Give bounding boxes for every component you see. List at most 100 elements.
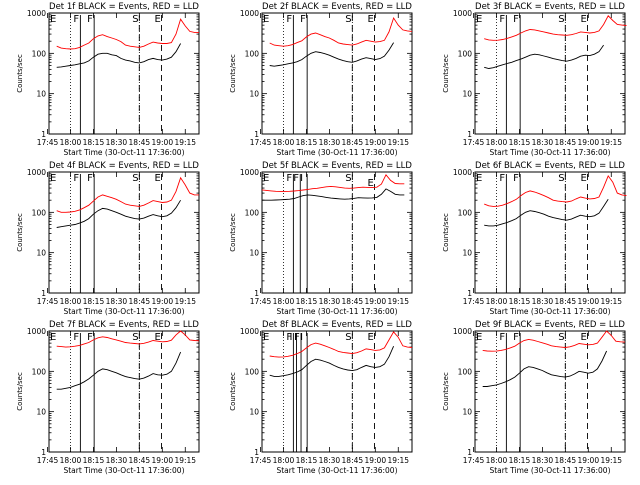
x-tick-label: 18:15 xyxy=(509,297,531,306)
marker-label-e: E xyxy=(581,14,587,25)
y-axis-label: Counts/sec xyxy=(16,54,24,93)
panel-title: Det 8f BLACK = Events, RED = LLD xyxy=(262,320,412,330)
marker-label-s: S xyxy=(132,14,138,25)
y-axis-label: Counts/sec xyxy=(229,372,237,411)
marker-label-f: F xyxy=(293,173,299,184)
marker-label-e: E xyxy=(476,14,482,25)
x-tick-label: 18:15 xyxy=(296,456,318,465)
x-tick-label: 19:00 xyxy=(151,456,173,465)
marker-label-e: E xyxy=(263,14,269,25)
x-tick-label: 18:00 xyxy=(60,297,82,306)
series-line-lld xyxy=(56,18,199,50)
x-tick-label: 19:00 xyxy=(577,456,599,465)
x-axis-label: Start Time (30-Oct-11 17:36:00) xyxy=(276,148,397,157)
marker-label-f: F xyxy=(300,14,306,25)
panel-det-1f: Det 1f BLACK = Events, RED = LLD 1 10 100 10… xyxy=(16,2,200,157)
x-axis-label: Start Time (30-Oct-11 17:36:00) xyxy=(63,307,184,316)
x-tick-label: 18:30 xyxy=(106,456,128,465)
series-line-lld xyxy=(269,16,413,47)
y-tick-label: 1 xyxy=(467,130,472,139)
x-axis-label: Start Time (30-Oct-11 17:36:00) xyxy=(276,307,397,316)
plot-frame xyxy=(261,12,413,135)
marker-label-s: S xyxy=(558,14,564,25)
marker-label-e: E xyxy=(155,14,161,25)
y-tick-label: 1000 xyxy=(27,327,46,336)
x-tick-label: 18:00 xyxy=(60,138,82,147)
y-tick-label: 100 xyxy=(245,208,260,217)
y-tick-label: 10 xyxy=(249,90,259,99)
x-tick-label: 17:45 xyxy=(250,297,272,306)
series-line-lld xyxy=(56,176,199,213)
marker-label-s: S xyxy=(558,332,564,343)
marker-label-e: E xyxy=(368,332,374,343)
y-axis-label: Counts/sec xyxy=(442,213,450,252)
series-line-lld xyxy=(484,15,627,41)
panel-det-8f: Det 8f BLACK = Events, RED = LLD 1 10 100 10… xyxy=(229,320,413,475)
plot-frame xyxy=(261,330,413,453)
y-axis-label: Counts/sec xyxy=(16,213,24,252)
marker-label-f: F xyxy=(294,332,300,343)
marker-label-e: E xyxy=(155,332,161,343)
marker-label-s: S xyxy=(345,14,351,25)
y-tick-label: 1 xyxy=(467,289,472,298)
y-axis-label: Counts/sec xyxy=(16,372,24,411)
marker-label-f: F xyxy=(87,173,93,184)
series-line-events xyxy=(269,346,395,377)
x-tick-label: 19:15 xyxy=(174,138,196,147)
y-axis-label: Counts/sec xyxy=(229,213,237,252)
marker-label-e: E xyxy=(476,332,482,343)
marker-label-s: S xyxy=(345,173,351,184)
x-tick-label: 17:45 xyxy=(37,297,59,306)
series-line-lld xyxy=(484,174,627,207)
series-line-lld xyxy=(261,173,405,192)
x-tick-label: 19:15 xyxy=(600,138,622,147)
x-tick-label: 19:15 xyxy=(387,138,409,147)
x-tick-label: 18:00 xyxy=(273,138,295,147)
y-tick-label: 10 xyxy=(462,90,472,99)
panel-title: Det 9f BLACK = Events, RED = LLD xyxy=(475,320,625,330)
y-tick-label: 10 xyxy=(462,249,472,258)
y-tick-label: 100 xyxy=(458,49,473,58)
x-tick-label: 19:00 xyxy=(577,297,599,306)
x-tick-label: 19:15 xyxy=(600,456,622,465)
x-tick-label: 19:15 xyxy=(600,297,622,306)
marker-label-f: F xyxy=(286,173,292,184)
x-tick-label: 18:15 xyxy=(83,456,105,465)
series-line-events xyxy=(482,350,608,387)
marker-label-e: E xyxy=(368,178,374,189)
panel-det-6f: Det 6f BLACK = Events, RED = LLD 1 10 100 10… xyxy=(442,161,627,316)
x-tick-label: 18:45 xyxy=(342,456,364,465)
y-tick-label: 1 xyxy=(41,130,46,139)
marker-label-e: E xyxy=(50,332,56,343)
marker-label-i: I xyxy=(300,173,303,184)
series-line-lld xyxy=(482,330,626,352)
marker-label-s: S xyxy=(345,332,351,343)
x-tick-label: 17:45 xyxy=(463,138,485,147)
y-tick-label: 10 xyxy=(36,90,46,99)
series-line-lld xyxy=(56,330,200,348)
panel-title: Det 3f BLACK = Events, RED = LLD xyxy=(475,2,625,12)
marker-label-f: F xyxy=(499,173,505,184)
x-tick-label: 17:45 xyxy=(250,456,272,465)
x-tick-label: 18:30 xyxy=(319,297,341,306)
marker-label-e: E xyxy=(581,173,587,184)
panel-det-2f: Det 2f BLACK = Events, RED = LLD 1 10 100 10… xyxy=(229,2,413,157)
y-tick-label: 1 xyxy=(41,289,46,298)
y-tick-label: 10 xyxy=(249,249,259,258)
x-tick-label: 18:30 xyxy=(532,456,554,465)
marker-label-e: E xyxy=(50,14,56,25)
plot-frame xyxy=(474,12,626,135)
x-tick-label: 17:45 xyxy=(463,456,485,465)
marker-label-f: F xyxy=(513,173,519,184)
y-tick-label: 1000 xyxy=(453,168,472,177)
y-tick-label: 1000 xyxy=(240,327,259,336)
y-tick-label: 100 xyxy=(458,367,473,376)
y-tick-label: 100 xyxy=(458,208,473,217)
x-tick-label: 18:00 xyxy=(486,297,508,306)
x-tick-label: 18:15 xyxy=(509,138,531,147)
marker-label-f: F xyxy=(499,332,505,343)
x-tick-label: 19:00 xyxy=(364,138,386,147)
series-line-events xyxy=(484,44,604,69)
y-tick-label: 10 xyxy=(36,408,46,417)
